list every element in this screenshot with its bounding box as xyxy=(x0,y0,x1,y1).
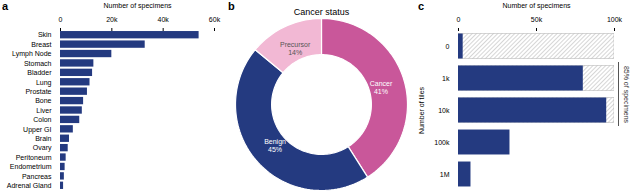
svg-text:Prostate: Prostate xyxy=(25,88,51,95)
svg-text:Pancreas: Pancreas xyxy=(22,173,52,180)
html-text:c: c xyxy=(418,0,425,12)
svg-text:Liver: Liver xyxy=(36,107,52,114)
svg-text:Lung: Lung xyxy=(36,79,52,87)
svg-text:Number of specimens: Number of specimens xyxy=(103,2,172,10)
svg-text:100k: 100k xyxy=(434,139,450,146)
svg-text:Benign45%: Benign45% xyxy=(264,138,286,153)
svg-text:Ovary: Ovary xyxy=(33,144,52,152)
svg-text:0: 0 xyxy=(59,16,63,23)
svg-text:Brain: Brain xyxy=(35,135,51,142)
svg-text:Skin: Skin xyxy=(38,31,52,38)
svg-text:Number of tiles: Number of tiles xyxy=(418,86,425,134)
svg-text:Bladder: Bladder xyxy=(27,69,52,76)
svg-text:Number of specimens: Number of specimens xyxy=(502,2,571,10)
svg-text:Lymph Node: Lymph Node xyxy=(12,50,52,58)
svg-text:10k: 10k xyxy=(438,107,450,114)
svg-text:Endometrium: Endometrium xyxy=(10,163,52,170)
svg-text:Breast: Breast xyxy=(31,41,51,48)
svg-text:Stomach: Stomach xyxy=(24,60,52,67)
svg-text:100k: 100k xyxy=(607,16,623,23)
svg-text:60k: 60k xyxy=(209,16,221,23)
svg-text:1M: 1M xyxy=(440,171,450,178)
svg-text:Colon: Colon xyxy=(33,116,51,123)
svg-text:0: 0 xyxy=(457,16,461,23)
svg-text:0: 0 xyxy=(446,43,450,50)
svg-text:Cancer status: Cancer status xyxy=(294,7,350,17)
svg-text:85% of specimens: 85% of specimens xyxy=(622,66,630,124)
html-text:a: a xyxy=(2,0,9,12)
svg-text:Cancer41%: Cancer41% xyxy=(370,80,393,95)
svg-text:40k: 40k xyxy=(158,16,170,23)
svg-text:Upper GI: Upper GI xyxy=(23,126,51,134)
svg-text:Adrenal Gland: Adrenal Gland xyxy=(7,182,52,189)
svg-text:Bone: Bone xyxy=(35,97,51,104)
svg-text:50k: 50k xyxy=(531,16,543,23)
svg-text:20k: 20k xyxy=(106,16,118,23)
html-text:b: b xyxy=(228,0,235,12)
svg-text:1k: 1k xyxy=(442,75,450,82)
svg-text:Peritoneum: Peritoneum xyxy=(16,154,52,161)
svg-text:Precursor14%: Precursor14% xyxy=(280,41,311,56)
